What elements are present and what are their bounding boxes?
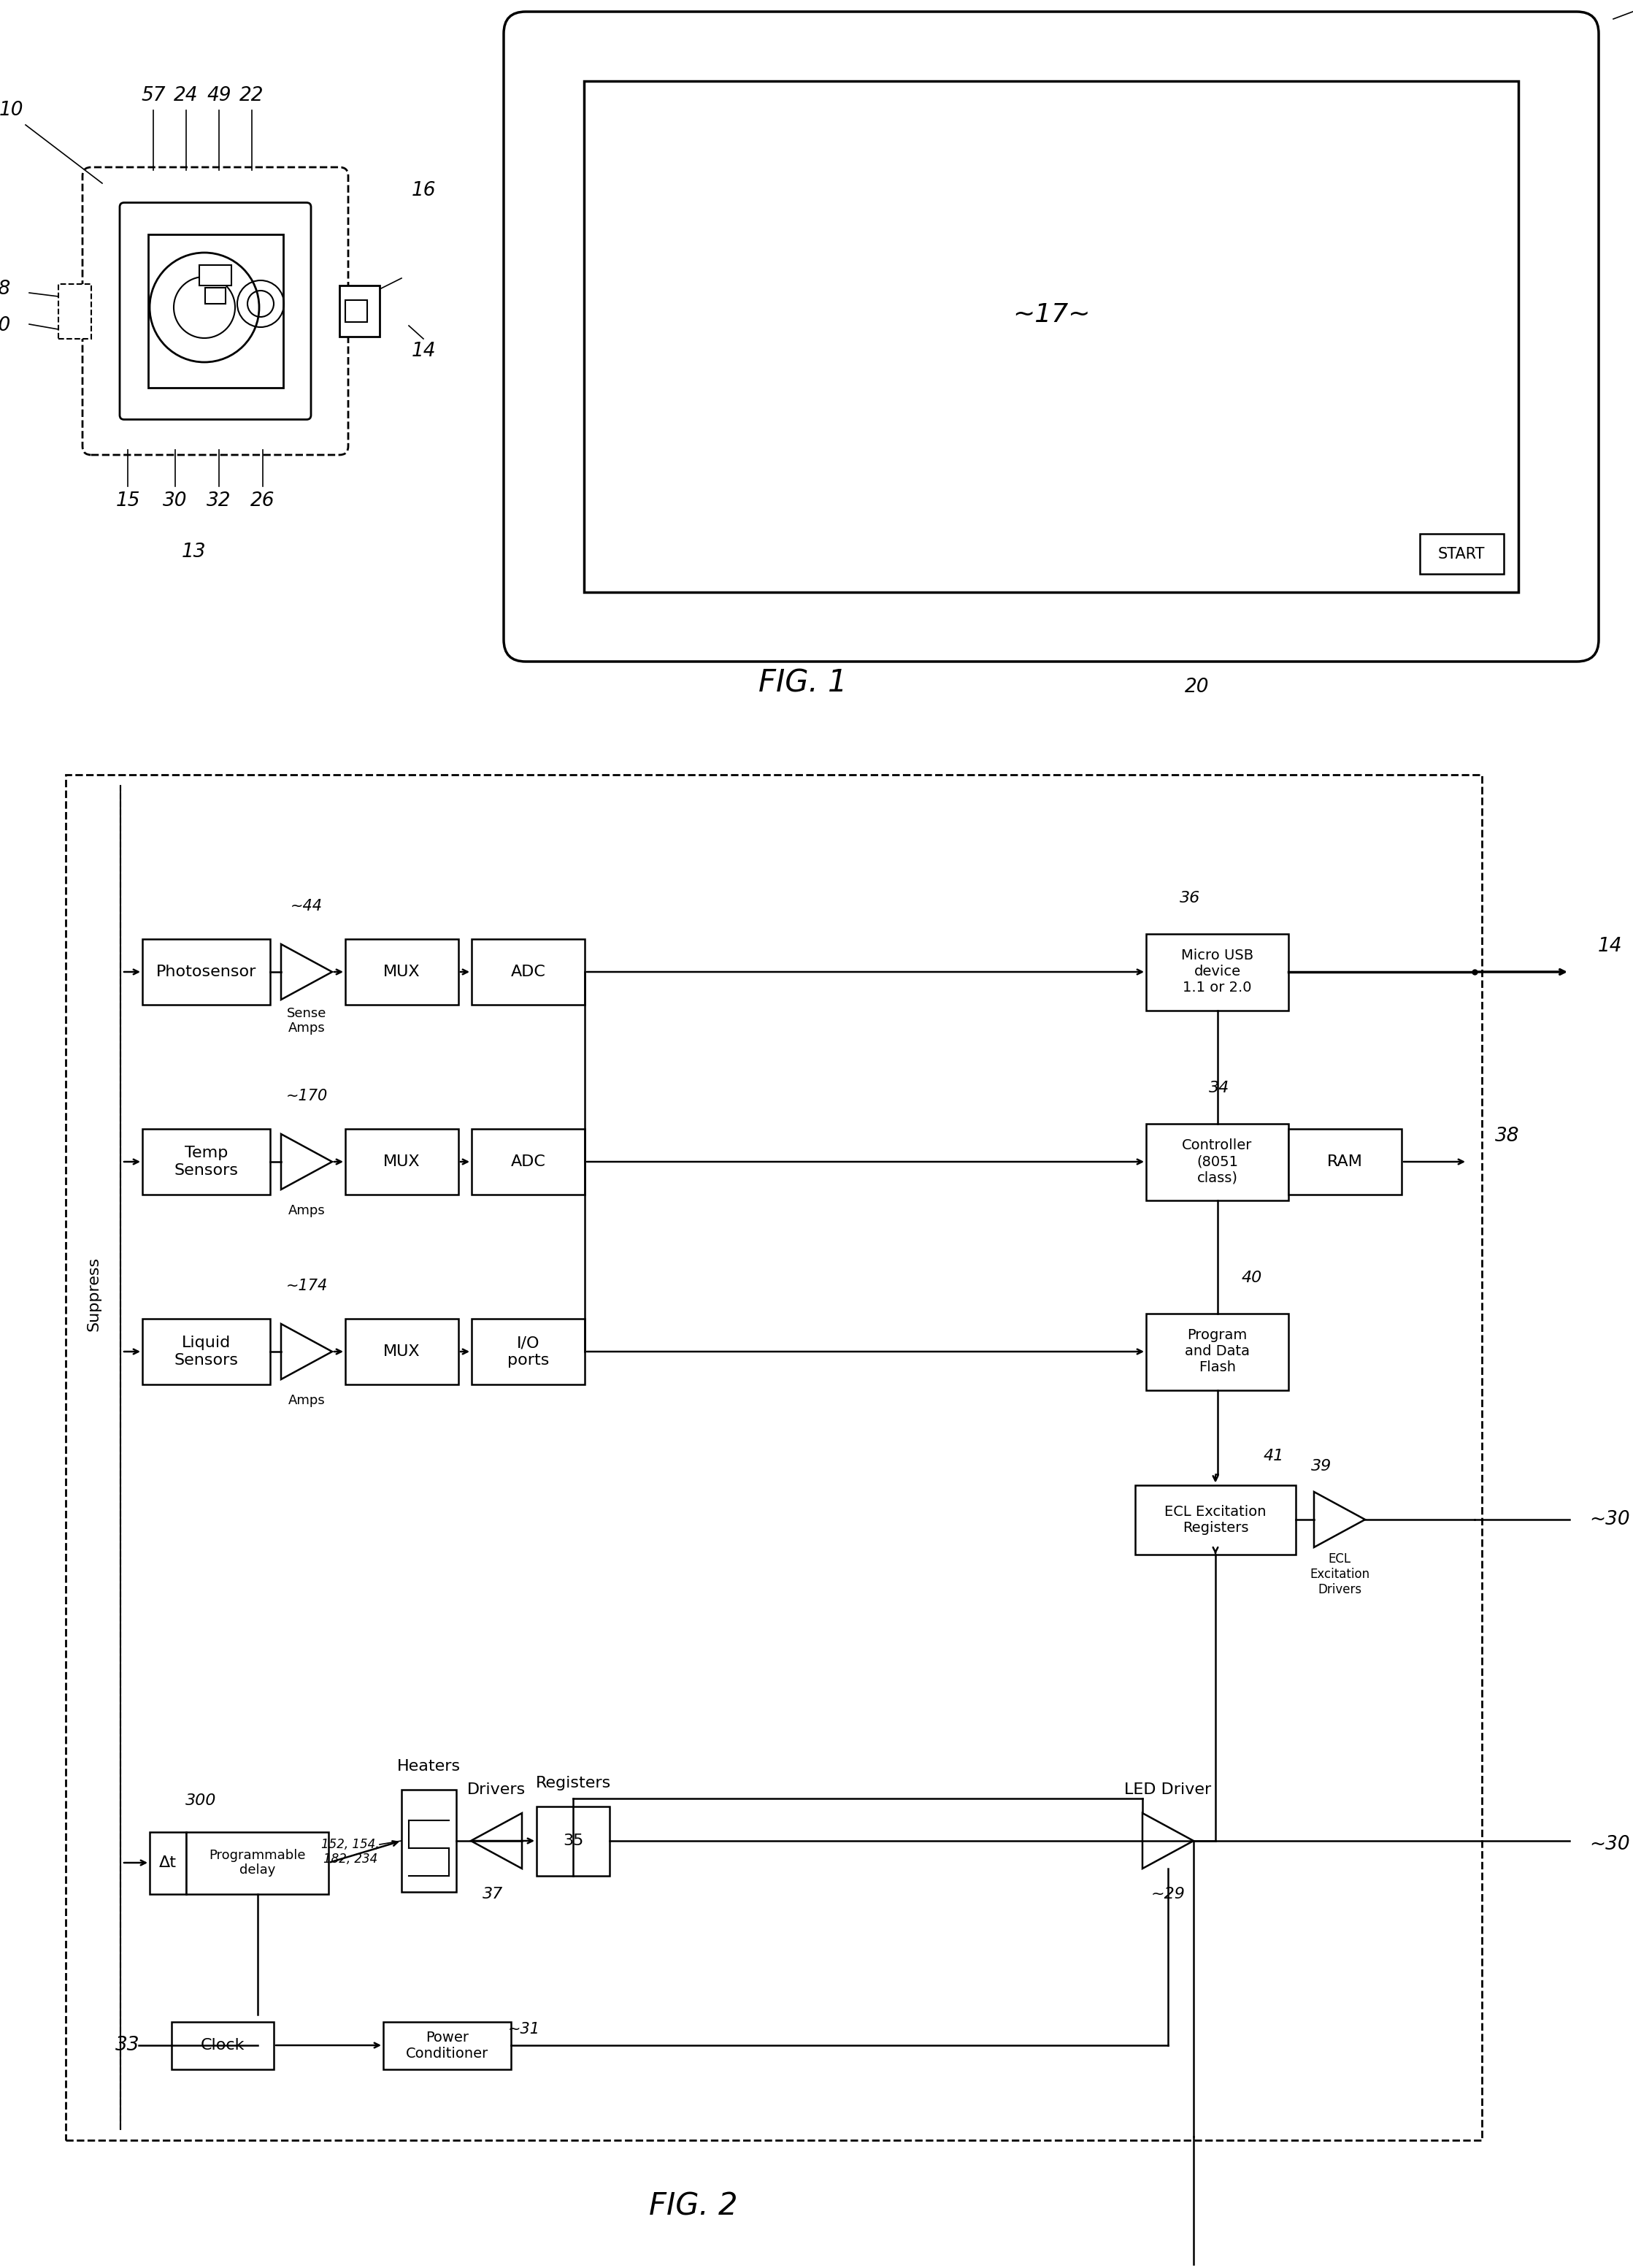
FancyBboxPatch shape [119,202,310,420]
Bar [585,82,1519,592]
Bar [1135,1486,1295,1554]
Bar [142,1129,269,1195]
Text: 40: 40 [1241,1270,1262,1286]
Text: 38: 38 [1496,1127,1520,1145]
Text: ~31: ~31 [508,2023,541,2037]
Text: 26: 26 [250,492,274,510]
Text: START: START [1439,547,1484,562]
Text: 35: 35 [563,1833,583,1848]
Bar [59,284,91,338]
Text: ECL
Excitation
Drivers: ECL Excitation Drivers [1310,1554,1370,1597]
Text: Temp
Sensors: Temp Sensors [175,1145,238,1177]
Text: Amps: Amps [287,1395,325,1406]
FancyBboxPatch shape [503,11,1599,662]
Text: Clock: Clock [201,2039,245,2053]
Bar [472,939,585,1005]
Text: 14: 14 [1597,937,1622,955]
Text: ~170: ~170 [286,1089,328,1102]
FancyBboxPatch shape [83,168,348,456]
Text: 37: 37 [482,1887,503,1901]
Text: Controller
(8051
class): Controller (8051 class) [1182,1139,1253,1184]
Text: Amps: Amps [287,1204,325,1218]
Text: RAM: RAM [1328,1154,1364,1168]
Text: Micro USB
device
1.1 or 2.0: Micro USB device 1.1 or 2.0 [1181,948,1254,996]
Text: 13: 13 [181,542,206,562]
Text: 408: 408 [0,279,11,299]
Bar [345,1129,459,1195]
Bar [537,1805,609,1876]
Text: ~30: ~30 [1589,1835,1630,1853]
Bar [340,286,379,336]
Bar [199,265,232,286]
Bar [1146,1313,1288,1390]
Text: Photosensor: Photosensor [157,964,256,980]
Text: 10: 10 [0,100,23,120]
Text: 57: 57 [140,86,165,104]
Bar [345,1318,459,1383]
Bar [150,1833,186,1894]
Text: Registers: Registers [536,1776,611,1789]
Bar [171,2021,274,2068]
Text: Liquid
Sensors: Liquid Sensors [175,1336,238,1368]
Bar [186,1833,328,1894]
Text: 300: 300 [185,1794,216,1808]
Text: 41: 41 [1264,1449,1284,1463]
Bar [402,1789,456,1892]
Text: 39: 39 [1311,1458,1331,1474]
Text: 14: 14 [412,342,436,361]
Text: 36: 36 [1179,891,1200,905]
Text: Programmable
delay: Programmable delay [209,1848,305,1878]
Text: Heaters: Heaters [397,1760,461,1774]
Text: 24: 24 [175,86,198,104]
Text: ADC: ADC [511,964,545,980]
Bar [142,939,269,1005]
Text: Program
and Data
Flash: Program and Data Flash [1186,1329,1249,1374]
Text: ~17~: ~17~ [1012,302,1091,327]
Text: ~30: ~30 [1589,1510,1630,1529]
Text: FIG. 2: FIG. 2 [650,2191,738,2220]
Text: Suppress: Suppress [87,1256,101,1331]
Bar [1146,1123,1288,1200]
Text: 30: 30 [163,492,188,510]
Text: LED Driver: LED Driver [1125,1783,1212,1796]
Text: 49: 49 [207,86,232,104]
Bar [384,2021,511,2068]
Text: Power
Conditioner: Power Conditioner [405,2030,488,2059]
Text: 15: 15 [116,492,140,510]
Text: 152, 154,
182, 234: 152, 154, 182, 234 [322,1837,379,1867]
Text: 410: 410 [0,315,11,336]
Text: ECL Excitation
Registers: ECL Excitation Registers [1164,1504,1266,1535]
Bar [206,288,225,304]
Text: ~44: ~44 [291,898,323,914]
Bar [472,1318,585,1383]
Bar [142,1318,269,1383]
Text: Sense
Amps: Sense Amps [287,1007,327,1034]
Text: MUX: MUX [384,964,420,980]
Bar [1288,1129,1401,1195]
Text: Δt: Δt [158,1855,176,1871]
Text: ~174: ~174 [286,1279,328,1293]
Text: Drivers: Drivers [467,1783,526,1796]
Bar [345,299,367,322]
Text: MUX: MUX [384,1154,420,1168]
Text: I/O
ports: I/O ports [508,1336,549,1368]
Text: 32: 32 [207,492,232,510]
Text: 22: 22 [240,86,265,104]
Text: MUX: MUX [384,1345,420,1359]
Text: 33: 33 [116,2037,140,2055]
Text: 20: 20 [1186,678,1210,696]
Bar [1419,533,1504,574]
Text: ADC: ADC [511,1154,545,1168]
Bar [149,234,283,388]
Text: 34: 34 [1208,1082,1230,1095]
Bar [472,1129,585,1195]
Text: FIG. 1: FIG. 1 [759,669,848,699]
Text: ~29: ~29 [1151,1887,1186,1901]
Bar [65,776,1481,2141]
Text: 16: 16 [412,181,436,200]
Bar [345,939,459,1005]
Bar [1146,934,1288,1009]
